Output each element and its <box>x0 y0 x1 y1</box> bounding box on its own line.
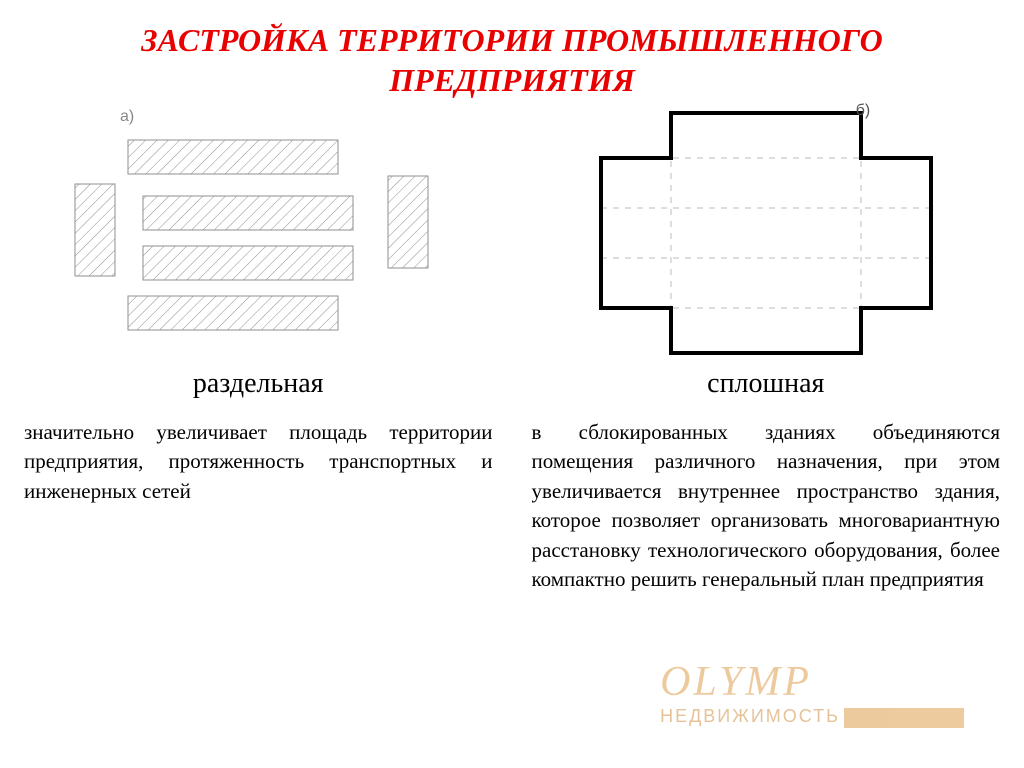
continuous-layout-diagram <box>586 103 946 363</box>
panel-label-a: а) <box>120 108 134 126</box>
diagrams-row: а) раздельная б) сплошная <box>24 108 1000 400</box>
panel-label-b: б) <box>856 102 871 120</box>
watermark-bar-icon <box>844 708 964 728</box>
right-description: в сблокированных зданиях объединяются по… <box>532 418 1000 594</box>
separate-layout-diagram <box>43 118 473 348</box>
watermark: OLYMP НЕДВИЖИМОСТЬ <box>660 658 964 728</box>
watermark-bottom: НЕДВИЖИМОСТЬ <box>660 706 840 726</box>
right-diagram-box: б) <box>532 108 1000 358</box>
right-column: б) сплошная <box>532 108 1000 400</box>
descriptions-row: значительно увеличивает площадь территор… <box>24 418 1000 594</box>
left-description: значительно увеличивает площадь территор… <box>24 418 492 594</box>
left-column: а) раздельная <box>24 108 492 400</box>
page-title: ЗАСТРОЙКА ТЕРРИТОРИИ ПРОМЫШЛЕННОГО ПРЕДП… <box>24 20 1000 100</box>
right-subtitle: сплошная <box>707 368 824 400</box>
watermark-top: OLYMP <box>660 658 964 706</box>
left-diagram-box: а) <box>24 108 492 358</box>
left-subtitle: раздельная <box>193 368 324 400</box>
slide: ЗАСТРОЙКА ТЕРРИТОРИИ ПРОМЫШЛЕННОГО ПРЕДП… <box>0 0 1024 768</box>
